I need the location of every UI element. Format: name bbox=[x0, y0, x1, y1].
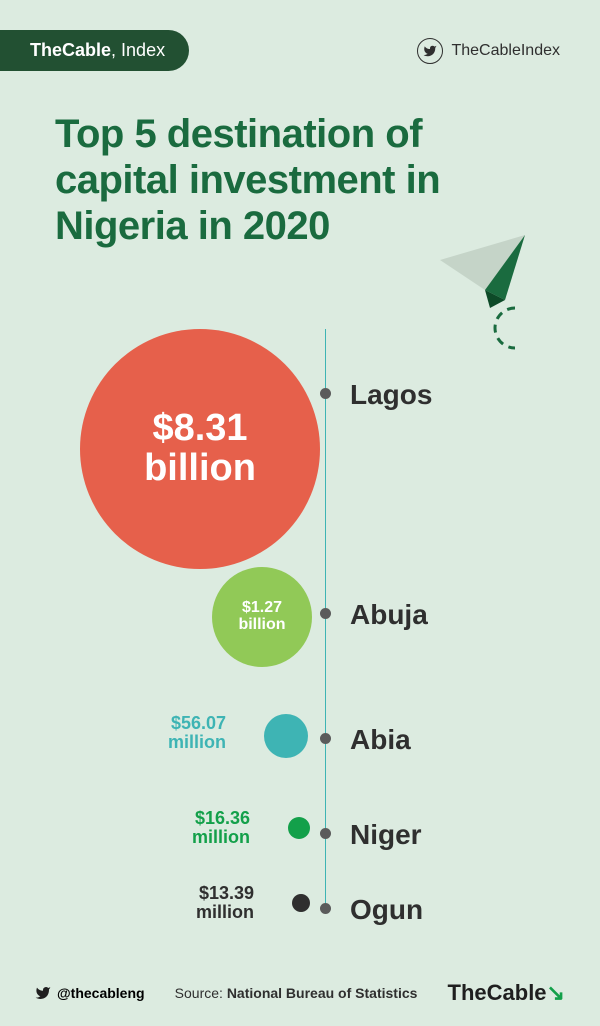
chart-label: Lagos bbox=[350, 379, 432, 411]
chart-bubble: $1.27billion bbox=[212, 567, 312, 667]
chart-value: $16.36million bbox=[192, 809, 250, 847]
chart-bubble bbox=[292, 894, 310, 912]
chart-bubble bbox=[288, 817, 310, 839]
infographic-title: Top 5 destination of capital investment … bbox=[0, 71, 600, 249]
chart-axis bbox=[325, 329, 326, 909]
brand-bold: TheCable bbox=[30, 40, 111, 60]
axis-dot bbox=[320, 608, 331, 619]
chart-bubble bbox=[264, 714, 308, 758]
brand-thin: , Index bbox=[111, 40, 165, 60]
bubble-chart: Lagos $8.31billion Abuja $1.27billion Abia $5… bbox=[0, 309, 600, 929]
chart-value: $56.07million bbox=[168, 714, 226, 752]
header: TheCable, Index TheCableIndex bbox=[0, 0, 600, 71]
footer-source: Source: National Bureau of Statistics bbox=[175, 985, 418, 1001]
chart-label: Ogun bbox=[350, 894, 423, 926]
chart-label: Abia bbox=[350, 724, 411, 756]
chart-label: Abuja bbox=[350, 599, 428, 631]
chart-bubble: $8.31billion bbox=[80, 329, 320, 569]
axis-dot bbox=[320, 388, 331, 399]
axis-dot bbox=[320, 733, 331, 744]
brand-badge: TheCable, Index bbox=[0, 30, 189, 71]
footer-logo: TheCable↘ bbox=[448, 980, 565, 1006]
axis-dot bbox=[320, 828, 331, 839]
footer-handle-text: @thecableng bbox=[57, 985, 145, 1001]
footer-twitter: @thecableng bbox=[35, 985, 145, 1001]
chart-value: $13.39million bbox=[196, 884, 254, 922]
twitter-icon bbox=[417, 38, 443, 64]
chart-label: Niger bbox=[350, 819, 422, 851]
twitter-handle-text: TheCableIndex bbox=[451, 42, 560, 60]
footer: @thecableng Source: National Bureau of S… bbox=[0, 980, 600, 1006]
axis-dot bbox=[320, 903, 331, 914]
twitter-handle-top: TheCableIndex bbox=[417, 38, 560, 64]
twitter-icon bbox=[35, 985, 51, 1001]
